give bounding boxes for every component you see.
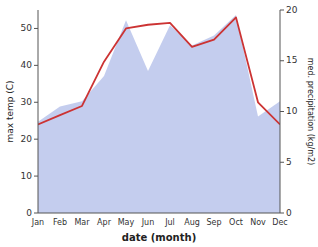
y2-tick bbox=[280, 111, 284, 112]
y2-tick-label: 15 bbox=[286, 55, 297, 65]
x-tick-label: Apr bbox=[97, 218, 112, 227]
precip-area bbox=[38, 15, 280, 213]
y-tick bbox=[34, 102, 38, 103]
x-tick-label: Feb bbox=[53, 218, 67, 227]
y2-tick bbox=[280, 213, 284, 214]
axes: 0 10 20 30 40 50 0 5 10 15 20 Jan Feb Mar Apr May Jun Jul… bbox=[21, 5, 298, 228]
x-tick-label: Nov bbox=[250, 218, 266, 227]
x-tick-label: Oct bbox=[229, 218, 243, 227]
y-tick bbox=[34, 213, 38, 214]
x-tick-label: Jul bbox=[164, 218, 175, 227]
y2-tick bbox=[280, 10, 284, 11]
y2-tick bbox=[280, 162, 284, 163]
y-tick-label: 0 bbox=[26, 208, 32, 218]
y-axis-line bbox=[38, 10, 39, 213]
y2-tick-label: 5 bbox=[286, 157, 292, 167]
y-tick-label: 20 bbox=[21, 134, 33, 144]
y2-tick-label: 20 bbox=[286, 5, 298, 15]
y2-tick-label: 0 bbox=[286, 208, 292, 218]
y-tick-label: 10 bbox=[21, 171, 33, 181]
x-tick-label: May bbox=[118, 218, 135, 227]
x-tick-label: Sep bbox=[206, 218, 221, 227]
y2-axis-title: med. precipitation (kg/m2) bbox=[306, 58, 315, 165]
chart: 0 10 20 30 40 50 0 5 10 15 20 Jan Feb Mar Apr May Jun Jul… bbox=[0, 0, 318, 247]
x-axis-title: date (month) bbox=[122, 232, 196, 243]
x-tick-label: Dec bbox=[272, 218, 287, 227]
marks bbox=[38, 15, 280, 213]
y2-tick-label: 10 bbox=[286, 106, 298, 116]
y-tick-label: 30 bbox=[21, 97, 33, 107]
y-axis-title: max temp (C) bbox=[5, 80, 15, 142]
y-tick bbox=[34, 65, 38, 66]
x-tick-label: Mar bbox=[74, 218, 90, 227]
x-axis-line bbox=[38, 213, 280, 214]
temp-line bbox=[38, 17, 280, 124]
y-tick bbox=[34, 176, 38, 177]
x-tick-label: Jun bbox=[141, 218, 155, 227]
y-tick bbox=[34, 28, 38, 29]
x-tick-label: Aug bbox=[184, 218, 200, 227]
x-tick-label: Jan bbox=[31, 218, 44, 227]
y-tick-label: 50 bbox=[21, 23, 33, 33]
y2-tick bbox=[280, 60, 284, 61]
y-tick bbox=[34, 139, 38, 140]
y-tick-label: 40 bbox=[21, 60, 33, 70]
